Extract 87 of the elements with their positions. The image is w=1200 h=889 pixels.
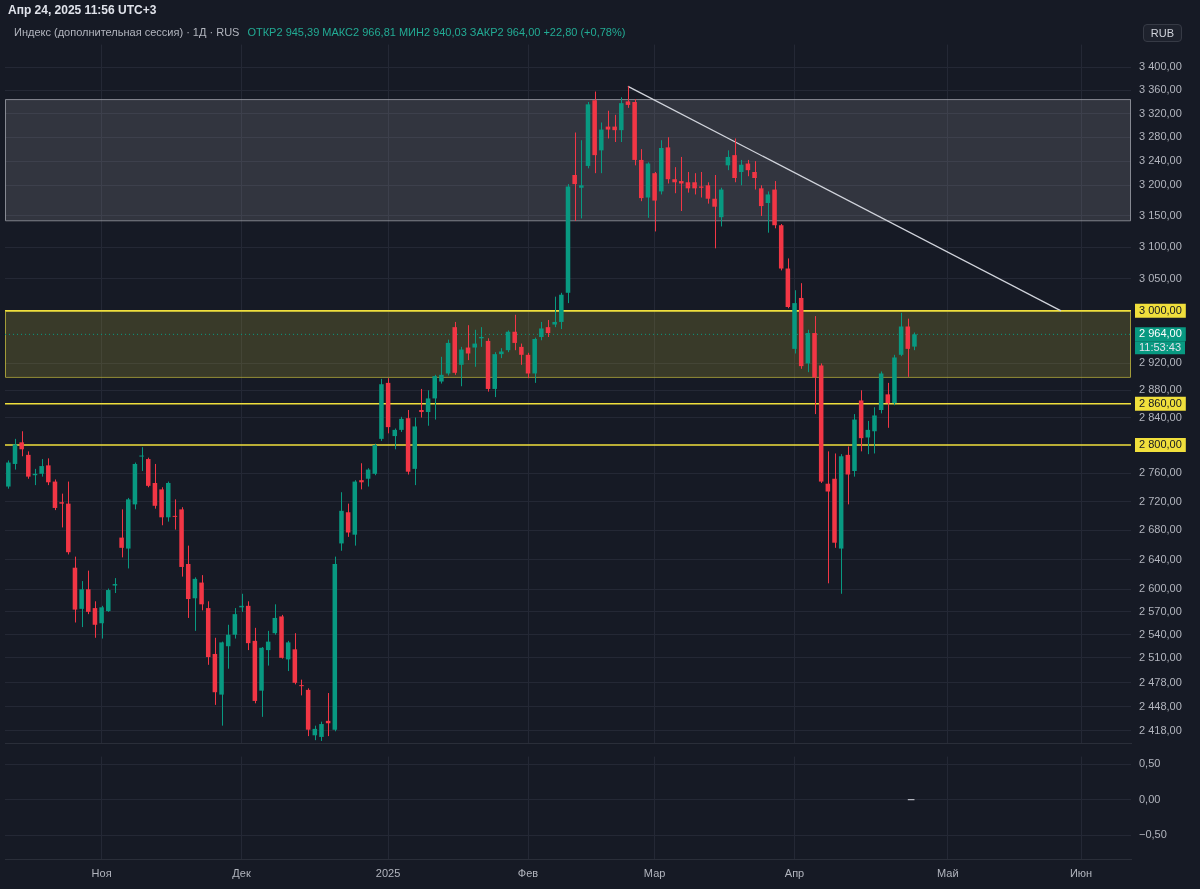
- y-tick-label: 2 640,00: [1139, 552, 1182, 565]
- y-tick-label: 2 920,00: [1139, 356, 1182, 369]
- candlestick: [692, 172, 697, 195]
- candlestick: [439, 356, 444, 385]
- candlestick: [765, 190, 771, 234]
- y-tick-label: 0,50: [1139, 757, 1161, 770]
- candlestick: [199, 574, 204, 611]
- candlestick: [758, 184, 764, 217]
- candlestick: [872, 406, 877, 454]
- candlestick: [26, 450, 31, 480]
- candlestick: [825, 450, 831, 584]
- y-tick-label: 3 240,00: [1139, 154, 1182, 167]
- candlestick: [579, 139, 584, 219]
- candlestick: [552, 296, 557, 328]
- x-tick-label: Ноя: [91, 867, 112, 880]
- y-tick-label: 3 200,00: [1139, 178, 1182, 191]
- ref-line-label: 2 800,00: [1139, 438, 1182, 451]
- x-tick-label: Апр: [784, 867, 805, 880]
- y-tick-label: 2 880,00: [1139, 383, 1182, 396]
- chart-subtitle: ОТКР2 945,39 МАКС2 966,81 МИН2 940,03 ЗАКР2 964,00 +22,80 (+0,78%): [247, 26, 626, 38]
- candlestick: [625, 85, 631, 109]
- candlestick: [419, 388, 424, 419]
- candlestick: [572, 132, 577, 222]
- candlestick: [705, 181, 711, 205]
- candlestick: [425, 389, 431, 427]
- candlestick: [6, 459, 11, 490]
- candlestick: [612, 114, 617, 143]
- x-tick-label: Дек: [232, 867, 251, 880]
- y-tick-label: 3 150,00: [1139, 208, 1182, 221]
- text: RUB: [1142, 24, 1182, 42]
- text: 11:53:43: [1139, 340, 1182, 353]
- ref-line-label: 2 860,00: [1139, 396, 1182, 409]
- candlestick: [319, 721, 324, 742]
- y-tick-label: 2 720,00: [1139, 494, 1182, 507]
- x-tick-label: Фев: [517, 867, 539, 880]
- candlestick: [106, 588, 111, 613]
- y-tick-label: 3 400,00: [1139, 60, 1182, 73]
- candlestick: [79, 580, 84, 628]
- candlestick: [345, 503, 351, 538]
- y-tick-label: 3 050,00: [1139, 271, 1182, 284]
- ref-line-label: 3 000,00: [1139, 303, 1182, 316]
- candlestick: [432, 374, 438, 421]
- candlestick: [12, 438, 18, 471]
- candlestick: [19, 430, 24, 457]
- y-tick-label: 2 760,00: [1139, 466, 1182, 479]
- candlestick: [46, 457, 51, 486]
- candlestick: [679, 156, 684, 212]
- candlestick: [519, 343, 524, 366]
- y-tick-label: 2 478,00: [1139, 675, 1182, 688]
- candlestick: [459, 346, 464, 387]
- candlestick: [752, 160, 757, 191]
- y-tick-label: 0,00: [1139, 792, 1161, 805]
- candlestick: [86, 570, 91, 615]
- candlestick: [845, 446, 851, 505]
- y-tick-label: −0,50: [1139, 828, 1167, 841]
- y-tick-label: 2 840,00: [1139, 410, 1182, 423]
- x-tick-label: 2025: [375, 867, 401, 880]
- y-tick-label: 2 680,00: [1139, 523, 1182, 536]
- y-tick-label: 2 418,00: [1139, 723, 1182, 736]
- y-tick-label: 2 540,00: [1139, 627, 1182, 640]
- candlestick: [99, 605, 104, 640]
- y-tick-label: 2 600,00: [1139, 582, 1182, 595]
- candlestick: [119, 508, 124, 558]
- candlestick: [139, 446, 144, 472]
- y-tick-label: 3 360,00: [1139, 83, 1182, 96]
- candlestick: [732, 137, 737, 183]
- ref-line-label: 2 964,00: [1139, 327, 1182, 340]
- text: Апр 24, 2025 11:56 UTC+3: [8, 3, 157, 17]
- y-tick-label: 3 280,00: [1139, 130, 1182, 143]
- chart-title: Индекс (дополнительная сессия) · 1Д · RUS: [14, 26, 240, 38]
- candlestick: [885, 382, 891, 429]
- candlestick: [59, 493, 64, 528]
- candlestick: [359, 462, 364, 490]
- x-tick-label: Мар: [643, 867, 666, 880]
- candlestick: [232, 607, 238, 640]
- candlestick: [712, 174, 717, 249]
- y-tick-label: 2 448,00: [1139, 699, 1182, 712]
- candlestick: [672, 166, 677, 194]
- candlestick: [599, 121, 604, 174]
- y-tick-label: 3 320,00: [1139, 106, 1182, 119]
- y-tick-label: 2 570,00: [1139, 604, 1182, 617]
- candlestick: [512, 314, 517, 351]
- x-tick-label: Май: [936, 867, 959, 880]
- y-tick-label: 2 510,00: [1139, 650, 1182, 663]
- y-tick-label: 3 100,00: [1139, 240, 1182, 253]
- x-tick-label: Июн: [1069, 867, 1093, 880]
- candlestick: [605, 110, 611, 139]
